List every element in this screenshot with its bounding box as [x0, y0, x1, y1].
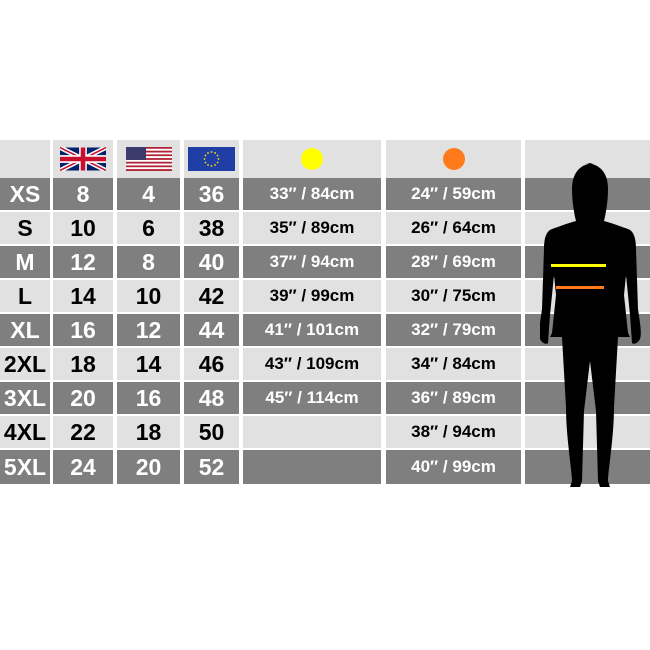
uk-flag-icon [60, 147, 106, 171]
eu-cell: 42 [184, 280, 239, 312]
eu-cell: 50 [184, 416, 239, 448]
us-cell: 12 [117, 314, 180, 346]
eu-cell: 38 [184, 212, 239, 244]
header-cell [53, 140, 113, 178]
size-cell: XS [0, 178, 50, 210]
bust-cell: 43″ / 109cm [243, 348, 381, 380]
us-cell: 4 [117, 178, 180, 210]
header-cell [117, 140, 180, 178]
size-cell: S [0, 212, 50, 244]
us-cell: 18 [117, 416, 180, 448]
header-cell [386, 140, 521, 178]
header-row [0, 140, 650, 178]
table-row: 3XL 20 16 48 45″ / 114cm 36″ / 89cm [0, 382, 650, 414]
us-cell: 14 [117, 348, 180, 380]
figure-cell [525, 416, 650, 448]
bust-cell: 39″ / 99cm [243, 280, 381, 312]
waist-cell: 24″ / 59cm [386, 178, 521, 210]
us-cell: 20 [117, 450, 180, 484]
header-cell [184, 140, 239, 178]
eu-flag-icon [188, 147, 235, 171]
bust-cell: 41″ / 101cm [243, 314, 381, 346]
uk-cell: 10 [53, 212, 113, 244]
table-row: 5XL 24 20 52 40″ / 99cm [0, 450, 650, 484]
us-cell: 8 [117, 246, 180, 278]
uk-cell: 24 [53, 450, 113, 484]
waist-cell: 38″ / 94cm [386, 416, 521, 448]
table-row: 4XL 22 18 50 38″ / 94cm [0, 416, 650, 448]
waist-cell: 40″ / 99cm [386, 450, 521, 484]
header-cell [243, 140, 381, 178]
waist-cell: 30″ / 75cm [386, 280, 521, 312]
uk-cell: 14 [53, 280, 113, 312]
waist-dot-icon [442, 148, 465, 170]
waist-cell: 26″ / 64cm [386, 212, 521, 244]
size-cell: M [0, 246, 50, 278]
uk-cell: 18 [53, 348, 113, 380]
us-cell: 10 [117, 280, 180, 312]
size-cell: 4XL [0, 416, 50, 448]
uk-cell: 8 [53, 178, 113, 210]
us-flag-icon [125, 147, 172, 171]
eu-cell: 48 [184, 382, 239, 414]
bust-cell: 33″ / 84cm [243, 178, 381, 210]
size-cell: 3XL [0, 382, 50, 414]
eu-cell: 36 [184, 178, 239, 210]
eu-cell: 44 [184, 314, 239, 346]
size-cell: 5XL [0, 450, 50, 484]
uk-cell: 16 [53, 314, 113, 346]
uk-cell: 22 [53, 416, 113, 448]
size-cell: L [0, 280, 50, 312]
waist-cell: 34″ / 84cm [386, 348, 521, 380]
bust-cell: 45″ / 114cm [243, 382, 381, 414]
size-cell: 2XL [0, 348, 50, 380]
figure-cell [525, 450, 650, 484]
bust-cell [243, 450, 381, 484]
uk-cell: 12 [53, 246, 113, 278]
waist-line [556, 286, 604, 289]
bust-cell: 35″ / 89cm [243, 212, 381, 244]
bust-line [551, 264, 606, 267]
header-cell [0, 140, 50, 178]
figure-cell [525, 382, 650, 414]
bust-cell: 37″ / 94cm [243, 246, 381, 278]
bust-cell [243, 416, 381, 448]
eu-cell: 40 [184, 246, 239, 278]
waist-cell: 28″ / 69cm [386, 246, 521, 278]
waist-cell: 36″ / 89cm [386, 382, 521, 414]
bust-dot-icon [301, 148, 323, 170]
eu-cell: 46 [184, 348, 239, 380]
waist-cell: 32″ / 79cm [386, 314, 521, 346]
us-cell: 16 [117, 382, 180, 414]
female-silhouette-icon [540, 163, 641, 487]
uk-cell: 20 [53, 382, 113, 414]
eu-cell: 52 [184, 450, 239, 484]
us-cell: 6 [117, 212, 180, 244]
size-cell: XL [0, 314, 50, 346]
